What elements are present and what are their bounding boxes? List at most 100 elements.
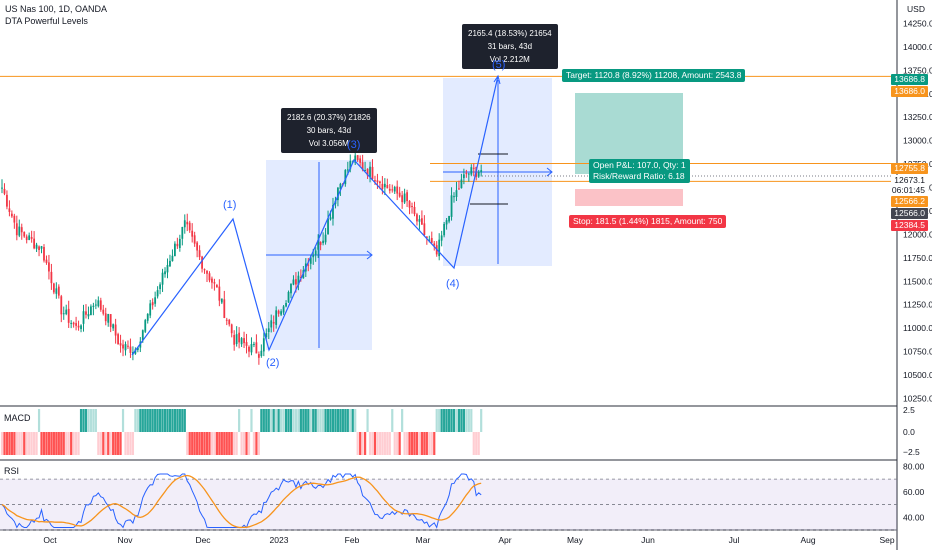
- macd-bar: [388, 432, 391, 455]
- candle-body: [188, 222, 191, 231]
- macd-bar: [139, 409, 142, 432]
- candle-body: [218, 286, 221, 301]
- macd-bar: [114, 432, 117, 455]
- macd-bar: [403, 432, 406, 455]
- candle-body: [181, 226, 184, 239]
- candle-body: [112, 324, 115, 329]
- symbol-title[interactable]: US Nas 100, 1D, OANDA: [5, 4, 108, 14]
- candle-body: [317, 240, 320, 250]
- candle-body: [94, 304, 97, 306]
- price-tick: 12000.0: [903, 229, 932, 239]
- macd-bar: [191, 432, 194, 455]
- price-label-b: 13686.0: [891, 86, 928, 97]
- macd-bar: [205, 432, 209, 455]
- candle-body: [275, 310, 278, 325]
- candle-body: [406, 192, 408, 202]
- measure-box-2: 2165.4 (18.53%) 21654 31 bars, 43d Vol 2…: [462, 24, 558, 69]
- macd-bar: [97, 432, 100, 455]
- macd-bar: [215, 432, 218, 455]
- macd-bar: [126, 432, 130, 455]
- countdown-label: 06:01:45: [888, 185, 928, 196]
- macd-bar: [25, 432, 28, 455]
- wave-label-5: (5): [492, 59, 506, 71]
- macd-bar: [420, 432, 423, 455]
- candle-body: [20, 227, 23, 233]
- candle-body: [460, 179, 463, 189]
- macd-bar: [230, 432, 233, 455]
- candle-body: [319, 242, 322, 245]
- macd-label[interactable]: MACD: [4, 413, 31, 423]
- macd-bar: [324, 409, 327, 432]
- candle-body: [290, 283, 292, 294]
- candle-body: [443, 223, 446, 236]
- macd-bar: [443, 409, 446, 432]
- macd-bar: [425, 432, 428, 455]
- macd-bar: [470, 409, 473, 432]
- time-tick: Nov: [117, 535, 133, 545]
- macd-bar: [131, 432, 135, 455]
- macd-bar: [255, 432, 258, 455]
- macd-bar: [163, 409, 167, 432]
- indicator-title[interactable]: DTA Powerful Levels: [5, 16, 88, 26]
- candle-body: [65, 309, 68, 315]
- macd-bar: [359, 432, 362, 455]
- macd-bar: [52, 432, 55, 455]
- macd-bar: [292, 409, 295, 432]
- price-label-e: 12566.0: [891, 208, 928, 219]
- candle-body: [393, 186, 396, 192]
- macd-bar: [5, 432, 9, 455]
- macd-bar: [262, 409, 265, 432]
- candle-body: [309, 257, 312, 264]
- macd-bar: [109, 432, 112, 455]
- macd-bar: [178, 409, 181, 432]
- candle-body: [369, 166, 371, 177]
- macd-bar: [408, 432, 411, 455]
- candle-body: [127, 345, 129, 347]
- macd-bar: [75, 432, 78, 455]
- candle-body: [245, 342, 248, 346]
- macd-bar: [319, 409, 322, 432]
- macd-bar: [129, 432, 132, 455]
- macd-bar: [149, 409, 152, 432]
- rsi-label[interactable]: RSI: [4, 466, 20, 476]
- macd-bar: [289, 409, 293, 432]
- macd-bar: [37, 409, 41, 432]
- candle-body: [215, 285, 218, 288]
- macd-bar: [312, 409, 315, 432]
- open-pnl-line1: Open P&L: 107.0, Qty: 1: [593, 160, 686, 170]
- macd-bar: [102, 432, 105, 455]
- candle-body: [62, 313, 65, 315]
- macd-bar: [302, 409, 305, 432]
- macd-bar: [161, 409, 164, 432]
- macd-bar: [393, 432, 396, 455]
- macd-bar: [472, 432, 475, 455]
- candle-body: [307, 264, 310, 266]
- measure-box-1-line2: 30 bars, 43d: [306, 126, 352, 135]
- time-tick: Oct: [43, 535, 57, 545]
- macd-bar: [398, 432, 401, 455]
- candle-body: [327, 218, 329, 235]
- candle-body: [211, 278, 213, 283]
- macd-bar: [462, 409, 465, 432]
- measure-box-2-line3: Vol 2.212M: [489, 55, 530, 64]
- macd-bar: [18, 432, 21, 455]
- candle-body: [198, 250, 201, 258]
- candle-body: [119, 343, 122, 346]
- candle-body: [359, 158, 362, 163]
- wave-label-3: (3): [347, 139, 361, 151]
- macd-bar: [386, 432, 389, 455]
- macd-bar: [396, 432, 399, 455]
- candle-body: [60, 296, 63, 315]
- macd-bar: [116, 432, 120, 455]
- candle-body: [87, 314, 90, 317]
- candle-body: [124, 344, 127, 351]
- candle-body: [99, 300, 102, 310]
- macd-bar: [154, 409, 157, 432]
- macd-bar: [247, 432, 251, 455]
- price-tick: 10750.0: [903, 347, 932, 357]
- stop-price-label: 12384.5: [891, 220, 928, 231]
- candle-body: [282, 306, 285, 313]
- candle-body: [235, 334, 238, 345]
- candle-body: [144, 320, 147, 332]
